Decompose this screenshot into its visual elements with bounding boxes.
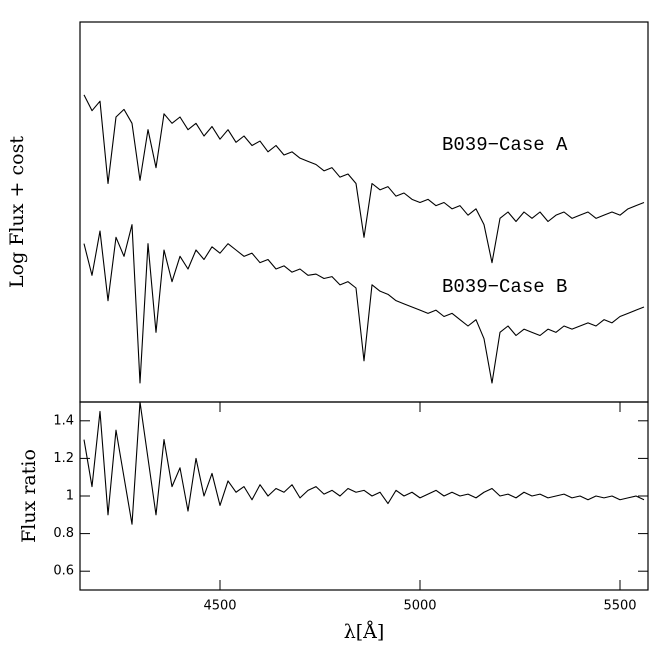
- panel-frame: [79, 401, 649, 591]
- x-axis-label: λ[Å]: [344, 621, 385, 643]
- y-tick-label: 0.6: [53, 564, 74, 579]
- y-axis-label: Flux ratio: [18, 449, 40, 543]
- spectrum-line: [83, 94, 645, 264]
- plot-area: [83, 94, 645, 384]
- y-tick-label: 1: [66, 489, 74, 504]
- x-tick-label: 4500: [203, 599, 236, 614]
- y-tick-label: 1.2: [53, 451, 74, 466]
- y-tick-label: 1.4: [53, 413, 74, 428]
- spectrum-line: [83, 224, 645, 384]
- series-label: B039−Case A: [442, 134, 568, 156]
- plot-area: [83, 402, 645, 525]
- y-tick-label: 0.8: [53, 526, 74, 541]
- series-label: B039−Case B: [442, 276, 567, 298]
- spectrum-line: [83, 402, 645, 525]
- x-tick-label: 5500: [603, 599, 636, 614]
- y-axis-label: Log Flux + cost: [6, 136, 28, 288]
- x-tick-label: 5000: [403, 599, 436, 614]
